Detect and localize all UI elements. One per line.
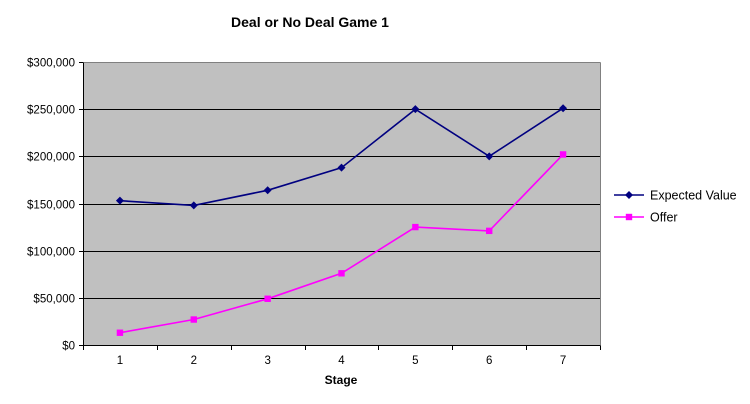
y-tick-label: $0 — [62, 341, 75, 353]
y-axis-ticks: $0 $50,000 $100,000 $150,000 $200,000 $250,00… — [27, 58, 83, 353]
data-point-marker — [337, 163, 346, 172]
x-tick-label: 4 — [338, 355, 345, 367]
x-tick-label: 6 — [486, 355, 492, 367]
data-point-marker — [189, 201, 198, 210]
data-point-marker — [263, 186, 272, 195]
legend-label: Offer — [650, 210, 678, 224]
x-tick-label: 5 — [412, 355, 418, 367]
x-axis-ticks: 1 2 3 4 5 6 7 — [83, 345, 601, 367]
x-tick-label: 3 — [264, 355, 270, 367]
chart-legend: Expected Value Offer — [614, 188, 737, 224]
x-tick-label: 1 — [117, 355, 123, 367]
data-point-marker — [625, 191, 633, 199]
plot-frame — [83, 62, 601, 346]
y-tick-label: $250,000 — [27, 105, 75, 117]
data-series — [115, 104, 568, 336]
data-point-marker — [411, 105, 420, 114]
data-point-marker — [338, 270, 345, 277]
data-point-marker — [559, 151, 567, 158]
data-point-marker — [625, 213, 633, 221]
data-point-marker — [190, 316, 197, 323]
x-tick-label: 7 — [560, 355, 566, 367]
y-tick-label: $50,000 — [33, 294, 75, 306]
data-point-marker — [485, 152, 494, 161]
y-tick-label: $100,000 — [27, 247, 75, 259]
chart-title: Deal or No Deal Game 1 — [231, 14, 389, 30]
data-point-marker — [412, 223, 419, 231]
data-point-marker — [264, 295, 271, 302]
y-tick-label: $200,000 — [27, 152, 75, 164]
y-tick-label: $300,000 — [27, 58, 75, 70]
data-point-marker — [559, 104, 568, 113]
x-tick-label: 2 — [191, 355, 197, 367]
legend-label: Expected Value — [650, 188, 737, 202]
data-point-marker — [116, 329, 124, 336]
data-point-marker — [115, 196, 124, 205]
y-tick-label: $150,000 — [27, 200, 75, 212]
x-axis-title: Stage — [325, 373, 358, 387]
data-point-marker — [486, 227, 493, 235]
